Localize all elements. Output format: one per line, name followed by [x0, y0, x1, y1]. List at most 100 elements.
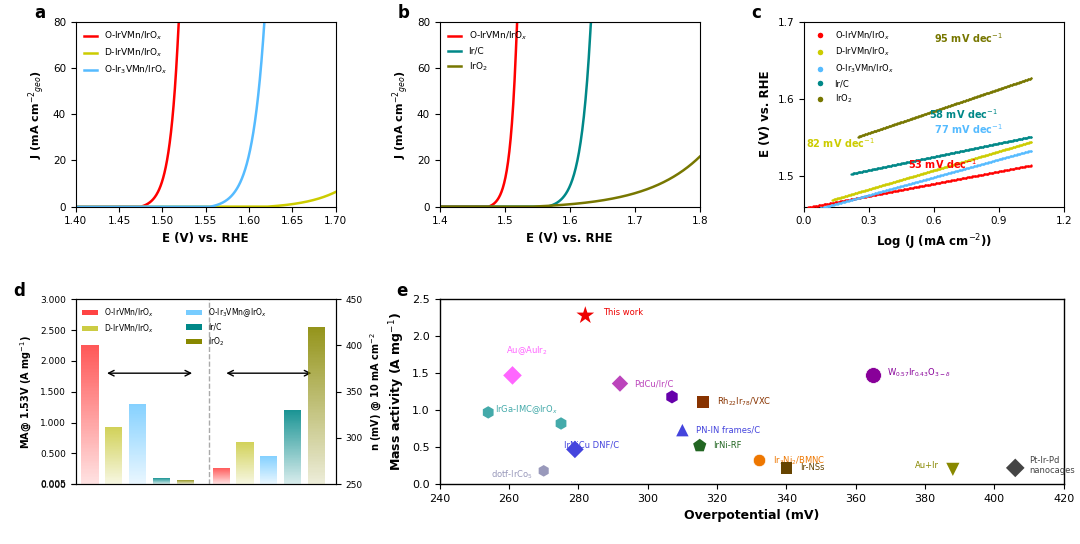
Point	[933, 171, 950, 180]
Point	[943, 168, 960, 177]
Point	[976, 159, 994, 168]
Point	[988, 156, 1005, 164]
Point	[886, 184, 903, 193]
Point	[878, 188, 895, 197]
Point	[1017, 133, 1035, 142]
Point	[869, 190, 887, 199]
Point	[813, 201, 831, 209]
Point	[1016, 139, 1034, 148]
Point	[1009, 78, 1026, 87]
Point	[1010, 141, 1027, 150]
Point	[888, 187, 905, 195]
Point	[903, 157, 920, 166]
Point	[1007, 164, 1024, 172]
Bar	[129, 468, 146, 469]
Point	[903, 114, 920, 123]
Point	[1001, 81, 1018, 90]
Legend: O-IrVMn/IrO$_x$, D-IrVMn/IrO$_x$, O-Ir$_3$VMn/IrO$_x$, Ir/C, IrO$_2$: O-IrVMn/IrO$_x$, D-IrVMn/IrO$_x$, O-Ir$_…	[808, 26, 896, 108]
Point	[912, 155, 929, 164]
Point	[1022, 74, 1039, 83]
Point	[906, 171, 923, 180]
Point	[824, 201, 841, 209]
Bar	[105, 457, 122, 458]
Bar	[308, 472, 325, 473]
Point	[881, 188, 899, 196]
Point	[949, 159, 967, 168]
Bar	[129, 417, 146, 418]
Point	[986, 86, 1003, 95]
Point	[968, 161, 985, 170]
Bar	[129, 430, 146, 431]
Point	[920, 153, 937, 162]
Point	[903, 172, 920, 181]
Point	[1014, 140, 1031, 149]
Point	[854, 193, 872, 201]
Point	[841, 196, 859, 205]
Point	[889, 177, 906, 186]
Y-axis label: J (mA cm$^{-2}$$_{geo}$): J (mA cm$^{-2}$$_{geo}$)	[26, 70, 48, 159]
Bar	[81, 427, 98, 429]
Point	[918, 109, 935, 118]
Point	[999, 82, 1016, 91]
Point	[814, 203, 832, 212]
Point	[945, 100, 962, 109]
Point	[846, 189, 863, 198]
Point	[848, 194, 865, 203]
Point	[975, 90, 993, 98]
Point	[951, 175, 969, 183]
Point	[943, 176, 960, 185]
Point	[941, 162, 958, 170]
Point	[913, 182, 930, 190]
Point	[944, 101, 961, 109]
Point	[840, 190, 858, 199]
Bar	[81, 406, 98, 408]
Point	[886, 120, 903, 129]
Point	[1007, 135, 1024, 144]
Point	[940, 102, 957, 110]
Bar	[284, 444, 301, 445]
Point	[535, 467, 552, 475]
Text: d: d	[13, 281, 25, 300]
Point	[970, 92, 987, 101]
Point	[858, 186, 875, 195]
Point	[904, 178, 921, 187]
Point	[894, 159, 912, 168]
Point	[906, 156, 923, 165]
Point	[832, 193, 849, 202]
Bar	[284, 461, 301, 462]
Point	[852, 132, 869, 140]
Bar	[81, 481, 98, 483]
Bar	[284, 416, 301, 417]
Point	[1000, 152, 1017, 161]
Point	[887, 177, 904, 186]
Point	[888, 119, 905, 128]
Bar	[81, 437, 98, 438]
Point	[896, 158, 914, 167]
Bar	[81, 401, 98, 403]
Point	[932, 178, 949, 187]
Bar	[284, 427, 301, 428]
Point	[960, 173, 977, 182]
Bar	[308, 434, 325, 435]
Bar	[308, 431, 325, 432]
Point	[914, 176, 931, 184]
Point	[983, 157, 1000, 166]
Point	[837, 196, 854, 205]
Bar	[308, 461, 325, 462]
Bar	[81, 430, 98, 431]
Point	[889, 183, 906, 191]
Point	[849, 132, 866, 141]
Point	[998, 166, 1015, 175]
Point	[946, 176, 963, 184]
Point	[821, 201, 838, 210]
Bar	[284, 472, 301, 473]
Point	[887, 120, 904, 128]
Point	[987, 168, 1004, 176]
Point	[867, 183, 885, 191]
Point	[863, 128, 880, 137]
Point	[1004, 80, 1022, 89]
Point	[926, 173, 943, 182]
Point	[1000, 137, 1017, 146]
Point	[935, 150, 953, 159]
Point	[940, 150, 957, 158]
